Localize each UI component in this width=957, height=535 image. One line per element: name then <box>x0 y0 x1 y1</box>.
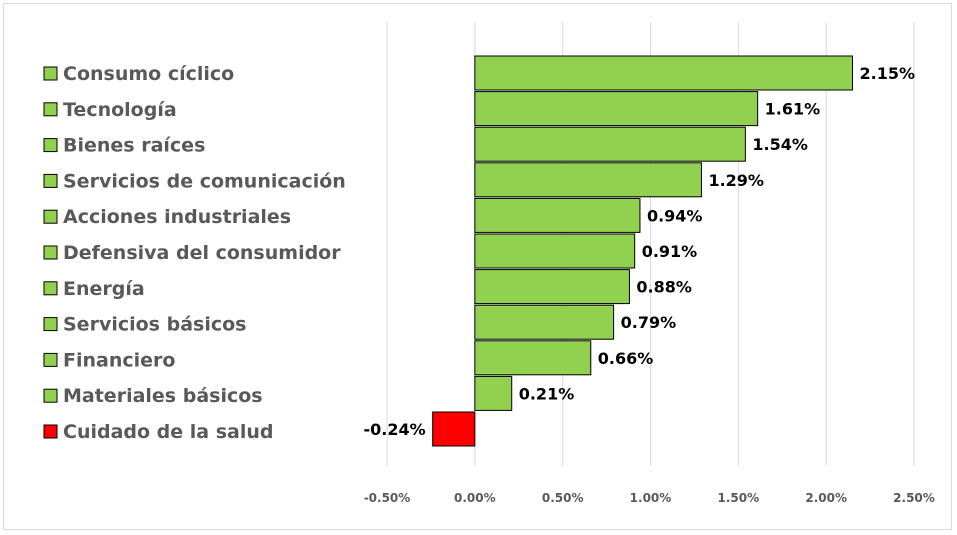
bars <box>432 55 854 447</box>
category-label: Servicios de comunicación <box>63 170 346 192</box>
category-label: Servicios básicos <box>63 314 246 336</box>
bar <box>474 162 702 198</box>
data-label: 0.94% <box>647 206 703 225</box>
x-tick-labels: -0.50% 0.00% 0.50% 1.00% 1.50% 2.00% 2.50% <box>364 491 935 505</box>
legend-swatch <box>43 66 58 81</box>
bar <box>474 55 854 91</box>
bar <box>474 91 759 127</box>
x-tick-label: 0.50% <box>542 491 584 505</box>
bar <box>474 126 746 162</box>
x-tick-label: 1.50% <box>718 491 760 505</box>
data-label: 0.21% <box>519 384 575 403</box>
legend-swatch <box>43 352 58 367</box>
bar <box>474 340 592 376</box>
category-legend: Consumo cíclico Tecnología Bienes raíces Se… <box>43 63 346 443</box>
category-label: Materiales básicos <box>63 385 263 407</box>
category-label: Acciones industriales <box>63 206 291 228</box>
data-label: -0.24% <box>364 420 426 439</box>
data-label: 0.88% <box>636 278 692 297</box>
category-label: Financiero <box>63 349 175 371</box>
bar <box>474 304 615 340</box>
category-label: Consumo cíclico <box>63 63 234 85</box>
x-tick-label: -0.50% <box>364 491 411 505</box>
chart-frame <box>3 3 952 530</box>
bar <box>474 233 636 269</box>
data-label: 1.54% <box>752 135 808 154</box>
x-tick-label: 2.00% <box>805 491 847 505</box>
legend-swatch <box>43 173 58 188</box>
category-label: Bienes raíces <box>63 135 205 157</box>
category-label: Defensiva del consumidor <box>63 242 341 264</box>
legend-swatch <box>43 102 58 117</box>
bar <box>432 411 476 447</box>
legend-swatch <box>43 388 58 403</box>
bar <box>474 375 513 411</box>
legend-swatch <box>43 138 58 153</box>
legend-swatch <box>43 209 58 224</box>
bar <box>474 269 630 305</box>
legend-swatch <box>43 317 58 332</box>
x-tick-label: 1.00% <box>630 491 672 505</box>
data-label: 0.66% <box>598 349 654 368</box>
data-label: 0.79% <box>621 313 677 332</box>
data-label: 1.61% <box>765 100 821 119</box>
legend-swatch <box>43 424 58 439</box>
legend-swatch <box>43 281 58 296</box>
x-tick-label: 0.00% <box>454 491 496 505</box>
bar <box>474 197 641 233</box>
category-label: Tecnología <box>63 99 177 121</box>
data-label: 1.29% <box>708 171 764 190</box>
data-label: 2.15% <box>860 64 916 83</box>
data-label: 0.91% <box>642 242 698 261</box>
legend-swatch <box>43 245 58 260</box>
x-tick-label: 2.50% <box>893 491 935 505</box>
category-label: Cuidado de la salud <box>63 421 274 443</box>
data-labels: 2.15% 1.61% 1.54% 1.29% 0.94% 0.91% 0.88% 0.79%… <box>364 64 916 439</box>
category-label: Energía <box>63 278 145 300</box>
